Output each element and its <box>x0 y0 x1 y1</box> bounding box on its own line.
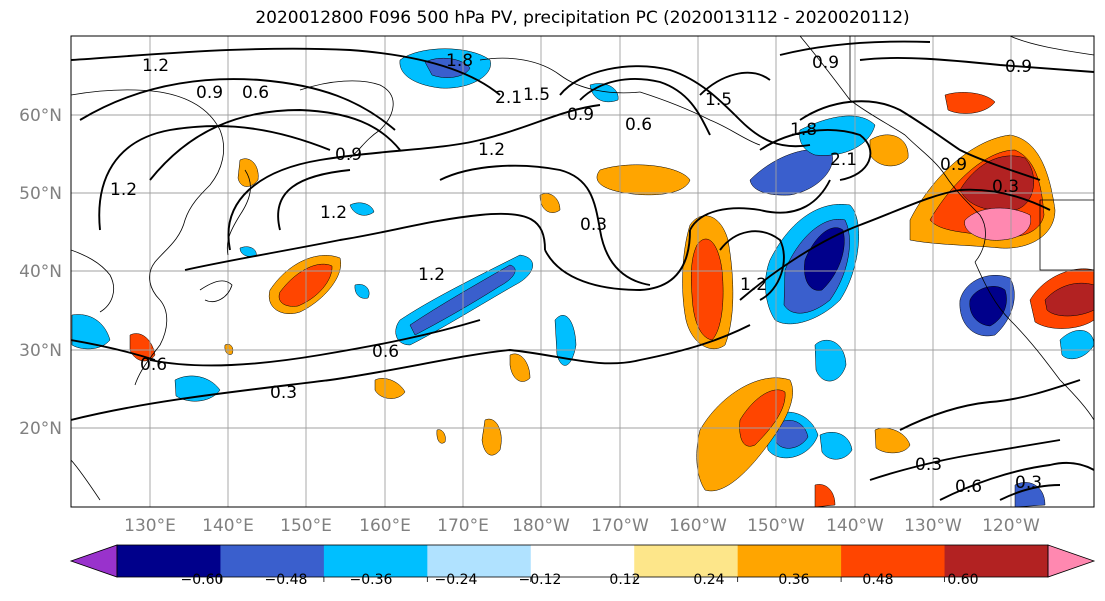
contour-label: 0.3 <box>915 455 942 475</box>
contour-label: 0.6 <box>625 115 652 135</box>
colorbar-tick-label: −0.12 <box>519 572 562 588</box>
colorbar-swatch <box>737 545 842 577</box>
contour-label: 1.2 <box>142 56 169 76</box>
colorbar-extend-low <box>69 544 118 578</box>
colorbar-swatch <box>220 545 325 577</box>
colorbar-swatch <box>944 545 1049 577</box>
pv-contours <box>71 40 1094 501</box>
contour-label: 0.9 <box>812 53 839 73</box>
lat-label: 40°N <box>19 262 62 282</box>
lat-label: 50°N <box>19 184 62 204</box>
contour-label: 0.6 <box>242 83 269 103</box>
contour-label: 1.2 <box>740 275 767 295</box>
contour-label: 0.6 <box>372 342 399 362</box>
colorbar-tick-label: −0.24 <box>435 572 478 588</box>
lon-label: 130°E <box>124 516 176 536</box>
colorbar-ticks: −0.60 −0.48 −0.36 −0.24 −0.12 0.12 0.24 … <box>181 572 979 588</box>
colorbar-swatch <box>323 545 428 577</box>
colorbar-tick-label: 0.36 <box>778 572 809 588</box>
colorbar-tick-label: 0.24 <box>693 572 724 588</box>
contour-labels: 1.2 0.9 0.6 1.8 2.1 1.5 0.9 0.6 0.9 0.9 … <box>110 51 1042 497</box>
lon-label: 140°E <box>202 516 254 536</box>
contour-label: 0.9 <box>1005 57 1032 77</box>
contour-label: 1.2 <box>478 140 505 160</box>
colorbar-swatch <box>117 545 221 577</box>
lat-label: 30°N <box>19 341 62 361</box>
contour-label: 0.6 <box>140 355 167 375</box>
colorbar-tick-label: −0.36 <box>350 572 393 588</box>
colorbar-tick-label: 0.48 <box>862 572 893 588</box>
contour-label: 0.9 <box>940 155 967 175</box>
contour-label: 2.1 <box>830 150 857 170</box>
colorbar-swatch <box>530 545 635 577</box>
contour-label: 1.8 <box>790 120 817 140</box>
colorbar-swatch <box>427 545 532 577</box>
contour-label: 0.3 <box>1015 473 1042 493</box>
latitude-labels: 60°N 50°N 40°N 30°N 20°N <box>19 106 62 439</box>
lon-label: 180°W <box>512 516 570 536</box>
colorbar-tick-label: 0.12 <box>609 572 640 588</box>
lon-label: 130°W <box>904 516 962 536</box>
contour-label: 2.1 <box>495 88 522 108</box>
contour-label: 0.3 <box>992 177 1019 197</box>
map-frame <box>70 35 1095 508</box>
lon-label: 140°W <box>826 516 884 536</box>
contour-label: 1.2 <box>110 180 137 200</box>
colorbar-tick-label: −0.60 <box>181 572 224 588</box>
lon-label: 160°W <box>669 516 727 536</box>
colorbar-tick-label: 0.60 <box>947 572 978 588</box>
lon-label: 150°E <box>280 516 332 536</box>
colorbar <box>69 544 1096 578</box>
precipitation-shading <box>71 48 1094 507</box>
contour-label: 0.6 <box>955 477 982 497</box>
contour-label: 1.5 <box>705 90 732 110</box>
map-title: 2020012800 F096 500 hPa PV, precipitatio… <box>255 8 910 28</box>
colorbar-extend-high <box>1047 544 1096 578</box>
contour-label: 1.8 <box>446 51 473 71</box>
contour-label: 1.2 <box>418 265 445 285</box>
colorbar-swatch <box>841 545 946 577</box>
lat-label: 60°N <box>19 106 62 126</box>
lon-label: 160°E <box>359 516 411 536</box>
lon-label: 120°W <box>982 516 1040 536</box>
contour-label: 0.9 <box>335 145 362 165</box>
lon-label: 170°E <box>437 516 489 536</box>
lat-label: 20°N <box>19 419 62 439</box>
colorbar-tick-label: −0.48 <box>265 572 308 588</box>
contour-label: 0.3 <box>270 383 297 403</box>
contour-label: 1.5 <box>523 85 550 105</box>
colorbar-border <box>116 544 1049 578</box>
lon-label: 150°W <box>747 516 805 536</box>
coastlines <box>71 36 1094 501</box>
contour-label: 0.9 <box>196 83 223 103</box>
contour-label: 1.2 <box>320 203 347 223</box>
longitude-labels: 130°E 140°E 150°E 160°E 170°E 180°W 170°… <box>124 516 1040 536</box>
colorbar-swatch <box>634 545 739 577</box>
contour-label: 0.9 <box>567 105 594 125</box>
lon-label: 170°W <box>591 516 649 536</box>
contour-label: 0.3 <box>580 215 607 235</box>
